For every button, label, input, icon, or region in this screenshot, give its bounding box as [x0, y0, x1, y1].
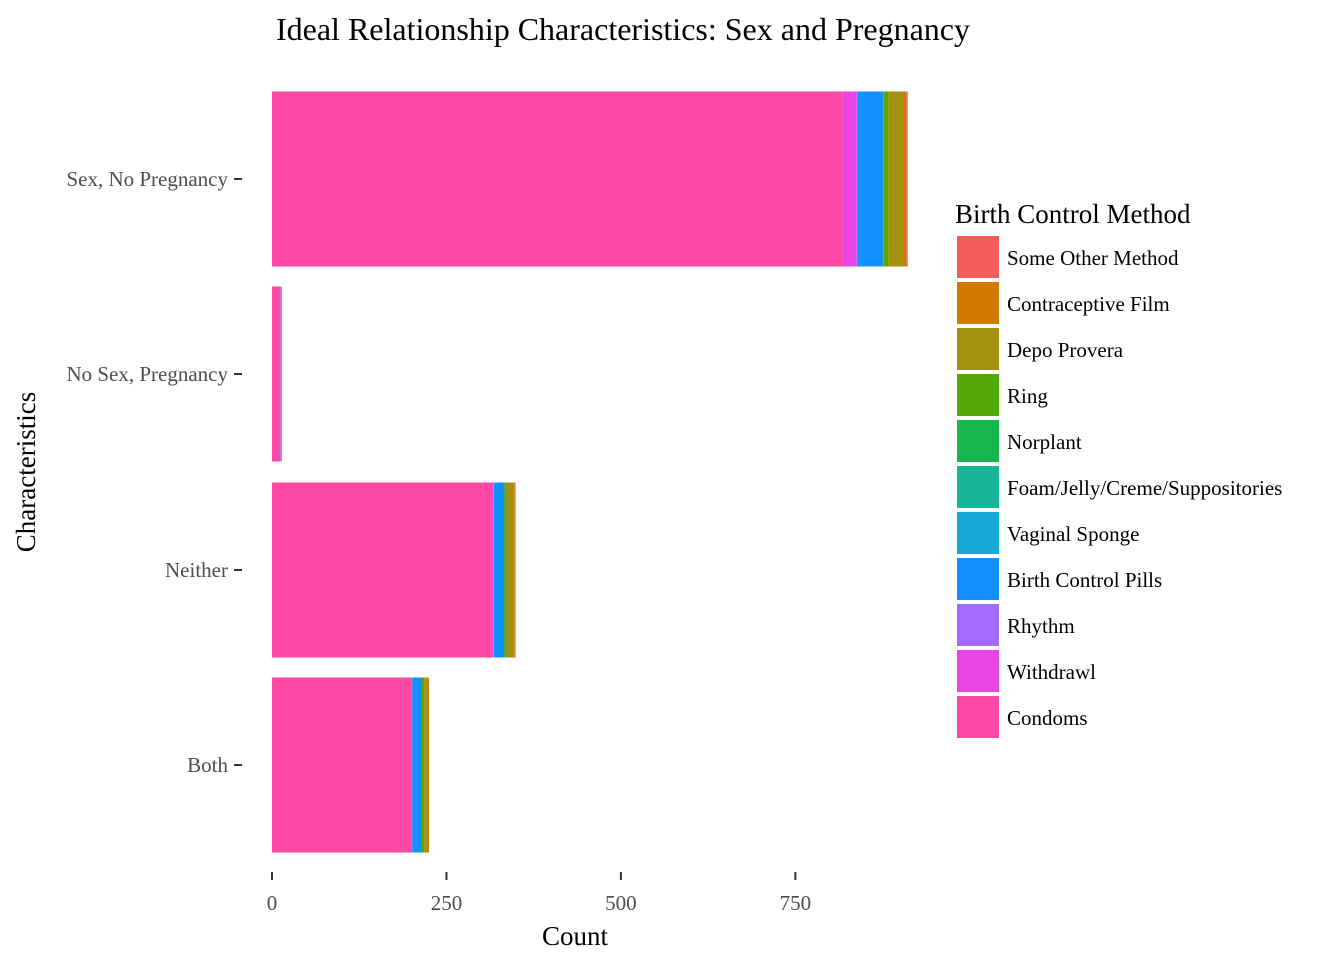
bar-segment	[513, 482, 515, 658]
x-axis-title: Count	[542, 921, 609, 951]
legend-label: Norplant	[1007, 430, 1082, 454]
bar-segment	[856, 91, 858, 267]
bar-segment	[422, 677, 425, 853]
bar-segment	[492, 482, 494, 658]
legend-label: Some Other Method	[1007, 246, 1179, 270]
x-tick-label: 500	[605, 891, 637, 915]
chart-title: Ideal Relationship Characteristics: Sex …	[276, 11, 970, 47]
bar-segment	[883, 91, 889, 267]
legend-swatch	[957, 512, 999, 554]
bar-segment	[280, 286, 282, 462]
y-tick-label: Sex, No Pregnancy	[66, 167, 228, 191]
bar-segment	[272, 677, 412, 853]
plot-area	[272, 91, 908, 853]
legend-label: Withdrawl	[1007, 660, 1096, 684]
y-axis: Sex, No Pregnancy No Sex, Pregnancy Neithe…	[66, 167, 242, 777]
y-tick-label: Neither	[165, 558, 228, 582]
legend-swatch	[957, 420, 999, 462]
legend-label: Ring	[1007, 384, 1048, 408]
y-axis-title: Characteristics	[11, 392, 41, 552]
legend-label: Vaginal Sponge	[1007, 522, 1139, 546]
bar-segment	[504, 482, 507, 658]
bar-segment	[272, 91, 843, 267]
bar-segment	[272, 482, 493, 658]
x-tick-label: 250	[431, 891, 463, 915]
legend-swatch	[957, 328, 999, 370]
bar-segment	[906, 91, 908, 267]
legend-swatch	[957, 696, 999, 738]
legend-label: Rhythm	[1007, 614, 1075, 638]
bar-segment	[842, 91, 857, 267]
x-axis: 0 250 500 750	[267, 872, 811, 915]
legend-label: Depo Provera	[1007, 338, 1124, 362]
legend-label: Foam/Jelly/Creme/Suppositories	[1007, 476, 1282, 500]
x-tick-label: 0	[267, 891, 278, 915]
bar-segment	[411, 677, 413, 853]
legend-swatch	[957, 650, 999, 692]
bar-segment	[424, 677, 427, 853]
bar-segment	[888, 91, 904, 267]
y-tick-label: No Sex, Pregnancy	[66, 362, 228, 386]
x-tick-label: 750	[780, 891, 812, 915]
legend-label: Birth Control Pills	[1007, 568, 1162, 592]
legend: Birth Control Method Some Other Method Co…	[955, 199, 1282, 738]
bar-segment	[412, 677, 423, 853]
legend-label: Condoms	[1007, 706, 1088, 730]
legend-swatch	[957, 604, 999, 646]
legend-swatch	[957, 374, 999, 416]
legend-title: Birth Control Method	[955, 199, 1191, 229]
legend-swatch	[957, 282, 999, 324]
y-tick-label: Both	[187, 753, 228, 777]
bar-segment	[857, 91, 884, 267]
bar-segment	[493, 482, 505, 658]
bar-segment	[493, 482, 494, 658]
bar-segment	[272, 286, 281, 462]
bar-segment	[506, 482, 514, 658]
bar-segment	[426, 677, 430, 853]
bar-segment	[514, 482, 516, 658]
legend-swatch	[957, 236, 999, 278]
bar-segment	[903, 91, 907, 267]
legend-label: Contraceptive Film	[1007, 292, 1170, 316]
bar-segment	[883, 91, 884, 267]
legend-swatch	[957, 558, 999, 600]
legend-swatch	[957, 466, 999, 508]
